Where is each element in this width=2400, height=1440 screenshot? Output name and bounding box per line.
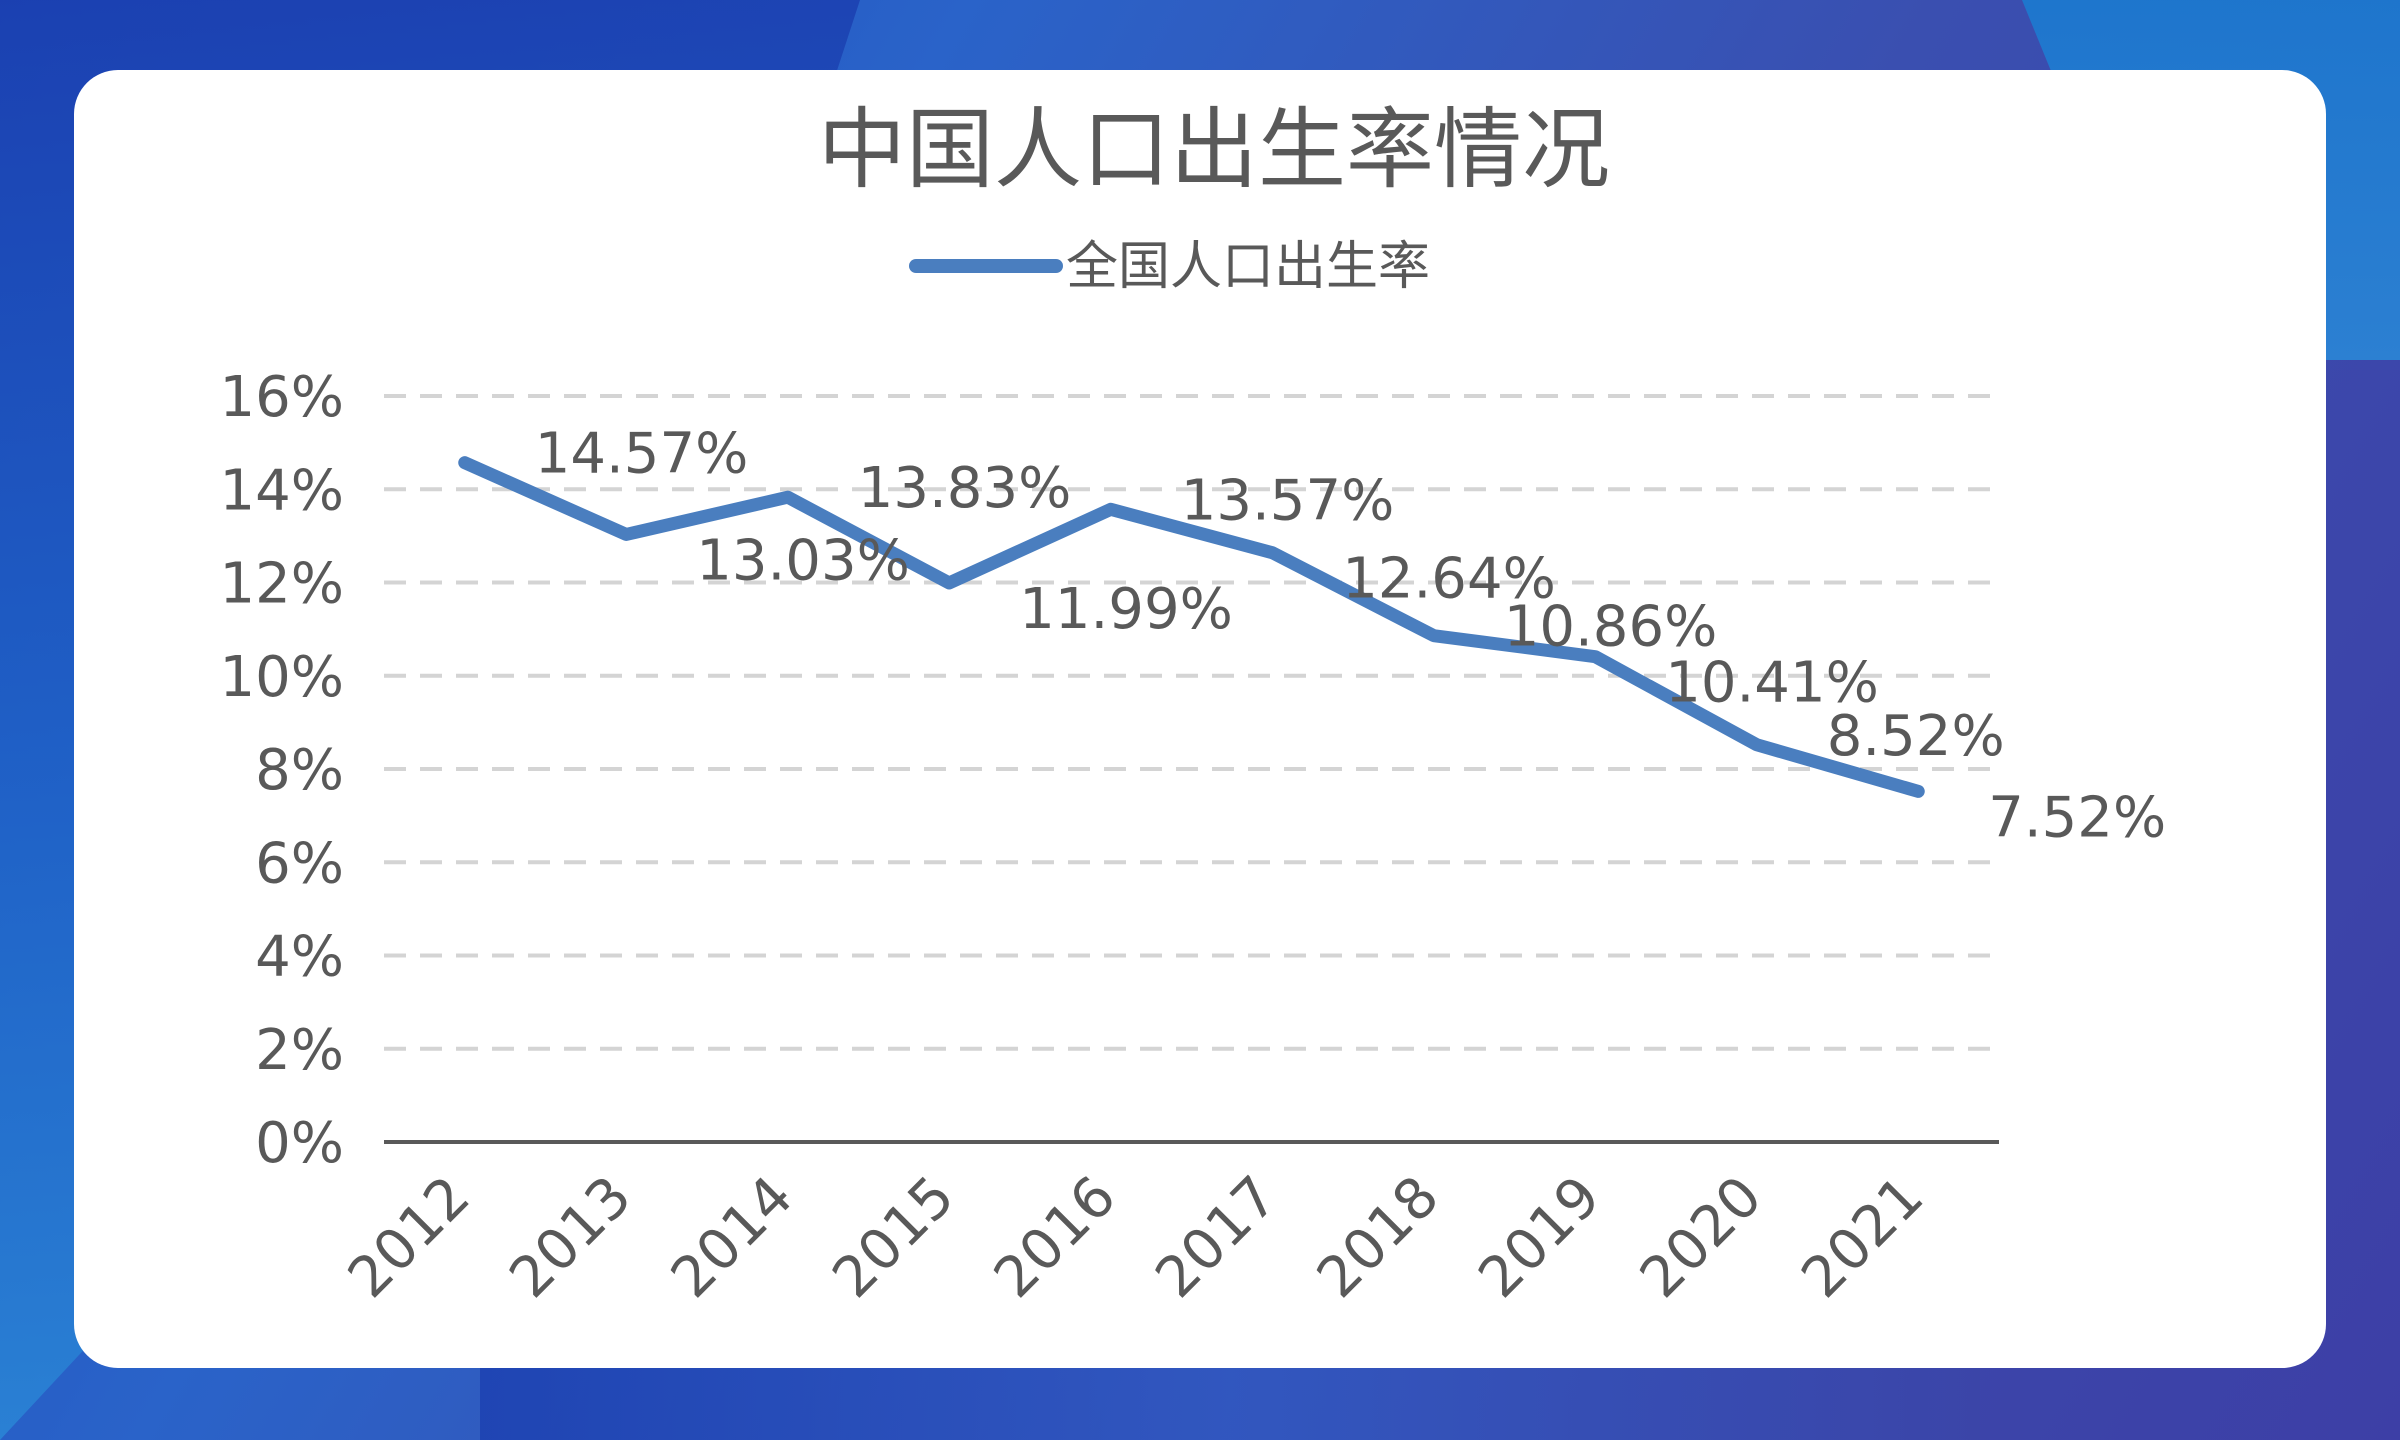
x-tick-label: 2013: [497, 1164, 644, 1311]
x-axis-ticks: 2012 2013 2014 2015 2016 2017 2018 2019 2020 2021: [336, 1164, 1936, 1311]
y-tick-label: 2%: [255, 1018, 344, 1083]
x-tick-label: 2012: [336, 1164, 483, 1311]
x-tick-label: 2019: [1466, 1164, 1613, 1311]
x-tick-label: 2018: [1305, 1164, 1452, 1311]
x-tick-label: 2017: [1143, 1164, 1290, 1311]
y-tick-label: 10%: [220, 645, 344, 710]
data-label: 11.99%: [1019, 577, 1233, 642]
y-tick-label: 4%: [255, 925, 344, 990]
x-tick-label: 2020: [1628, 1164, 1775, 1311]
data-label: 13.03%: [696, 528, 910, 593]
y-tick-label: 12%: [220, 552, 344, 617]
y-axis-ticks: 0% 2% 4% 6% 8% 10% 12% 14% 16%: [220, 365, 344, 1176]
y-tick-label: 14%: [220, 458, 344, 523]
chart-card: 中国人口出生率情况 全国人口出生率 0% 2% 4% 6% 8% 10% 12% 14% 16%…: [74, 70, 2326, 1368]
data-label: 12.64%: [1342, 547, 1556, 612]
data-label: 14.57%: [535, 422, 749, 487]
data-label: 10.86%: [1504, 595, 1718, 660]
chart-title: 中国人口出生率情况: [818, 98, 1610, 201]
legend: 全国人口出生率: [909, 237, 1430, 297]
legend-label: 全国人口出生率: [1066, 237, 1430, 297]
data-label: 7.52%: [1988, 785, 2166, 850]
x-tick-label: 2021: [1789, 1164, 1936, 1311]
gridlines: [384, 394, 1999, 1051]
data-label: 8.52%: [1827, 704, 2005, 769]
y-tick-label: 8%: [255, 738, 344, 803]
data-label: 10.41%: [1665, 651, 1879, 716]
y-tick-label: 16%: [220, 365, 344, 430]
x-tick-label: 2015: [820, 1164, 967, 1311]
data-labels: 14.57% 13.03% 13.83% 11.99% 13.57% 12.64%10.8…: [535, 422, 2166, 851]
x-tick-label: 2014: [659, 1164, 806, 1311]
x-tick-label: 2016: [982, 1164, 1129, 1311]
data-label: 13.57%: [1181, 468, 1395, 533]
line-chart: 中国人口出生率情况 全国人口出生率 0% 2% 4% 6% 8% 10% 12% 14% 16%…: [220, 98, 2167, 1311]
data-label: 13.83%: [858, 456, 1072, 521]
y-tick-label: 6%: [255, 831, 344, 896]
y-tick-label: 0%: [255, 1111, 344, 1176]
series-line: [458, 456, 1925, 798]
